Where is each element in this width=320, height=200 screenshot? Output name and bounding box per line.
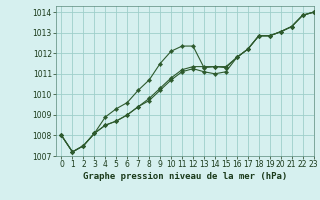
X-axis label: Graphe pression niveau de la mer (hPa): Graphe pression niveau de la mer (hPa) bbox=[83, 172, 287, 181]
